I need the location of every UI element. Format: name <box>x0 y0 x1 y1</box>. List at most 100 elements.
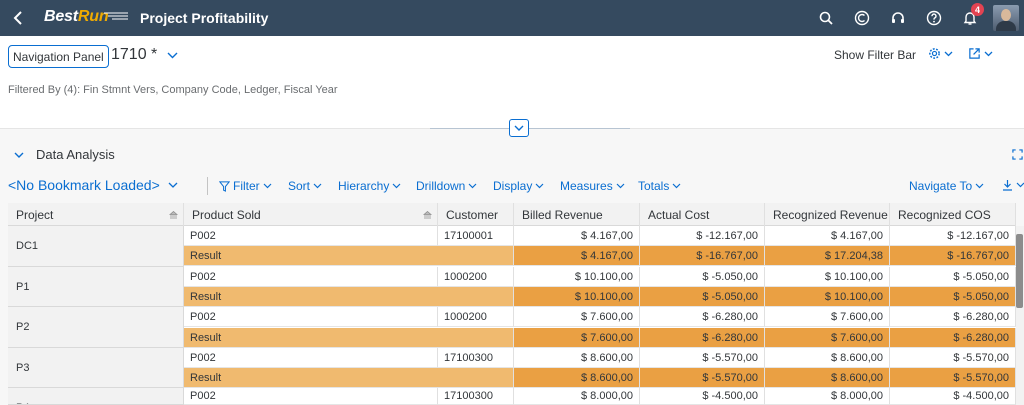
navigate-to-menu[interactable]: Navigate To <box>909 179 984 193</box>
result-label-cell: Result <box>184 246 514 266</box>
project-label: P4 <box>16 402 29 404</box>
chevron-down-icon <box>392 183 401 189</box>
sort-icon[interactable] <box>169 211 178 219</box>
page-header <box>0 36 1024 128</box>
header-collapse-button[interactable] <box>509 119 529 137</box>
help-button[interactable] <box>916 0 952 36</box>
user-menu-button[interactable] <box>988 0 1024 36</box>
variant-selector[interactable]: 1710 * <box>111 46 178 64</box>
hierarchy-menu[interactable]: Hierarchy <box>338 179 401 193</box>
recognized-revenue-cell: $ 7.600,00 <box>765 307 890 327</box>
result-actual-cost-cell: $ -6.280,00 <box>640 328 765 348</box>
result-billed-revenue-cell: $ 10.100,00 <box>514 287 640 307</box>
copilot-button[interactable] <box>844 0 880 36</box>
search-button[interactable] <box>808 0 844 36</box>
chevron-down-icon <box>468 183 477 189</box>
drilldown-label: Drilldown <box>416 179 466 193</box>
column-header-billed-revenue[interactable]: Billed Revenue <box>514 203 640 226</box>
company-logo[interactable]: BestRun <box>44 8 128 28</box>
sort-label: Sort <box>288 179 311 193</box>
user-avatar <box>993 5 1019 31</box>
back-button[interactable] <box>0 0 36 36</box>
shell-bar: BestRun Project Profitability 4 <box>0 0 1024 36</box>
share-icon <box>969 48 980 59</box>
column-header-recognized-revenue[interactable]: Recognized Revenue <box>765 203 890 226</box>
column-header-recognized-cos[interactable]: Recognized COS <box>890 203 1016 226</box>
settings-button[interactable] <box>928 47 956 60</box>
scrollbar-thumb[interactable] <box>1016 234 1023 308</box>
billed-revenue-cell: $ 8.000,00 <box>514 388 640 405</box>
chevron-down-icon <box>514 125 524 131</box>
chevron-down-icon <box>672 183 681 189</box>
gear-icon <box>929 48 940 59</box>
customer-cell: 17100300 <box>438 388 514 405</box>
display-menu[interactable]: Display <box>493 179 544 193</box>
result-label-cell: Result <box>184 368 514 388</box>
variant-name: 1710 * <box>111 46 158 63</box>
logo-text-run: Run <box>77 8 109 25</box>
column-header-product-sold[interactable]: Product Sold <box>184 203 438 226</box>
logo-swoosh-icon <box>104 12 128 20</box>
filter-label: Filter <box>233 179 260 193</box>
product-cell: P002 <box>184 307 438 327</box>
chevron-down-icon <box>313 183 322 189</box>
column-header-actual-cost[interactable]: Actual Cost <box>640 203 765 226</box>
product-cell: P002 <box>184 226 438 246</box>
app-title: Project Profitability <box>140 10 269 26</box>
measures-menu[interactable]: Measures <box>560 179 625 193</box>
recognized-cos-cell: $ -12.167,00 <box>890 226 1016 246</box>
recognized-revenue-cell: $ 10.100,00 <box>765 267 890 287</box>
recognized-revenue-cell: $ 4.167,00 <box>765 226 890 246</box>
sort-icon[interactable] <box>423 211 432 219</box>
drilldown-menu[interactable]: Drilldown <box>416 179 477 193</box>
navigation-panel-button[interactable]: Navigation Panel <box>8 45 109 68</box>
result-recognized-revenue-cell: $ 7.600,00 <box>765 328 890 348</box>
recognized-cos-cell: $ -5.570,00 <box>890 348 1016 368</box>
share-button[interactable] <box>968 47 996 60</box>
column-header-customer[interactable]: Customer <box>438 203 514 226</box>
bookmark-selector[interactable]: <No Bookmark Loaded> <box>8 177 178 193</box>
hierarchy-label: Hierarchy <box>338 179 390 193</box>
show-filter-bar-button[interactable]: Show Filter Bar <box>834 48 917 62</box>
result-actual-cost-cell: $ -5.050,00 <box>640 287 765 307</box>
support-button[interactable] <box>880 0 916 36</box>
download-icon <box>1003 180 1012 191</box>
billed-revenue-cell: $ 7.600,00 <box>514 307 640 327</box>
result-actual-cost-cell: $ -16.767,00 <box>640 246 765 266</box>
product-cell: P002 <box>184 348 438 368</box>
chevron-down-icon <box>1016 182 1024 188</box>
measures-label: Measures <box>560 179 613 193</box>
export-menu[interactable] <box>999 179 1024 191</box>
result-billed-revenue-cell: $ 4.167,00 <box>514 246 640 266</box>
result-label-cell: Result <box>184 328 514 348</box>
totals-label: Totals <box>638 179 670 193</box>
back-arrow-icon <box>13 11 22 25</box>
data-analysis-toggle[interactable]: Data Analysis <box>14 147 115 162</box>
result-recognized-revenue-cell: $ 10.100,00 <box>765 287 890 307</box>
search-icon <box>819 11 833 25</box>
result-recognized-revenue-cell: $ 17.204,38 <box>765 246 890 266</box>
totals-menu[interactable]: Totals <box>638 179 681 193</box>
chevron-down-icon <box>263 183 272 189</box>
project-cell: P3 <box>8 348 184 388</box>
result-recognized-revenue-cell: $ 8.600,00 <box>765 368 890 388</box>
billed-revenue-cell: $ 10.100,00 <box>514 267 640 287</box>
display-label: Display <box>493 179 533 193</box>
collapse-line <box>430 128 630 129</box>
customer-cell: 1000200 <box>438 307 514 327</box>
sort-menu[interactable]: Sort <box>288 179 322 193</box>
notifications-button[interactable]: 4 <box>952 0 988 36</box>
result-recognized-cos-cell: $ -16.767,00 <box>890 246 1016 266</box>
result-label-cell: Result <box>184 287 514 307</box>
actual-cost-cell: $ -12.167,00 <box>640 226 765 246</box>
column-header-project[interactable]: Project <box>8 203 184 226</box>
recognized-revenue-cell: $ 8.000,00 <box>765 388 890 405</box>
fullscreen-icon[interactable] <box>1012 149 1023 160</box>
filter-menu[interactable]: Filter <box>219 179 272 193</box>
chevron-down-icon <box>975 183 984 189</box>
vertical-scrollbar[interactable] <box>1016 226 1024 405</box>
toolbar-separator <box>207 177 208 195</box>
chevron-down-icon <box>535 183 544 189</box>
actual-cost-cell: $ -5.570,00 <box>640 348 765 368</box>
recognized-revenue-cell: $ 8.600,00 <box>765 348 890 368</box>
